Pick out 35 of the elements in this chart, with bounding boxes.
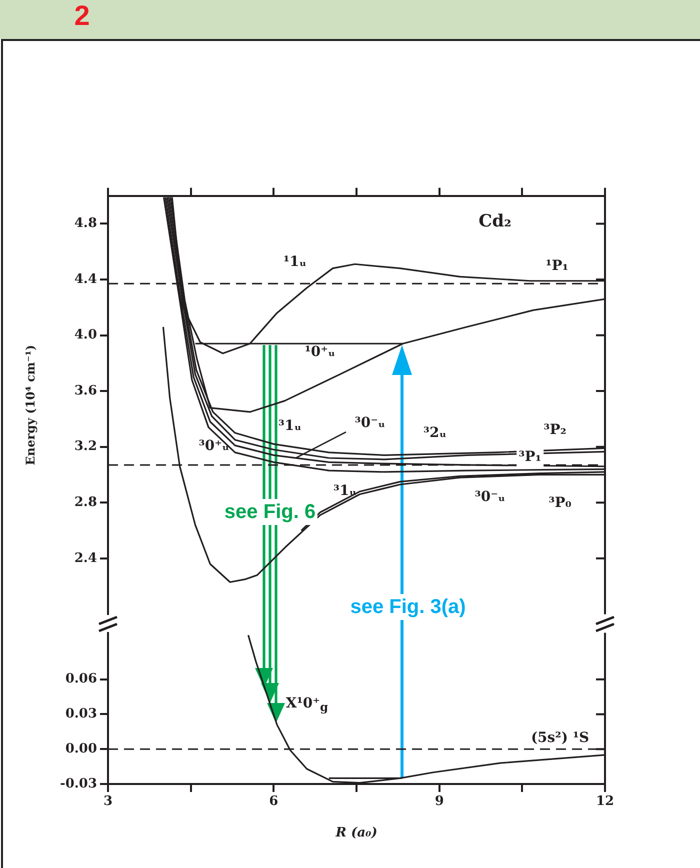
annotation: ³1ᵤ bbox=[278, 418, 302, 434]
annotation: ³P₀ bbox=[548, 495, 572, 511]
annotation: see Fig. 3(a) bbox=[348, 594, 468, 620]
annotation: see Fig. 6 bbox=[222, 499, 318, 525]
y-tick-label: 3.6 bbox=[74, 383, 97, 398]
annotation: Cd₂ bbox=[478, 212, 512, 232]
x-axis-title: R (a₀) bbox=[334, 826, 378, 841]
x-tick-label: 6 bbox=[269, 794, 278, 810]
annotation: ¹P₁ bbox=[546, 258, 568, 274]
y-tick-label: 4.8 bbox=[74, 216, 97, 232]
annotation: ³2ᵤ bbox=[423, 425, 447, 441]
x-tick-label: 3 bbox=[103, 794, 113, 810]
y-axis-title: Energy (10⁴ cm⁻¹) bbox=[23, 344, 38, 466]
y-tick-label: 2.8 bbox=[74, 495, 97, 510]
annotation: ³1ᵤ bbox=[333, 483, 357, 499]
x-tick-label: 9 bbox=[434, 794, 444, 810]
y-tick-label: 2.4 bbox=[74, 550, 97, 566]
annotation: ³0⁺ᵤ bbox=[198, 438, 230, 454]
annotation: ³P₂ bbox=[544, 422, 566, 438]
text: 2 bbox=[74, 0, 90, 31]
y-tick-label: 3.2 bbox=[74, 439, 97, 454]
y-tick-label: 4.0 bbox=[74, 328, 97, 343]
y-tick-label: 0.06 bbox=[65, 672, 97, 687]
y-tick-label: 4.4 bbox=[74, 272, 97, 287]
annotation: ³P₁ bbox=[516, 447, 544, 467]
annotation: ¹0⁺ᵤ bbox=[304, 344, 336, 360]
annotation: (5s²) ¹S bbox=[530, 730, 590, 746]
annotation: ³0⁻ᵤ bbox=[354, 415, 386, 431]
y-tick-label: -0.03 bbox=[60, 776, 97, 792]
y-tick-label: 0.03 bbox=[65, 706, 97, 722]
annotation: ³0⁻ᵤ bbox=[474, 489, 506, 505]
y-tick-label: 0.00 bbox=[65, 741, 97, 756]
x-tick-label: 12 bbox=[596, 794, 614, 810]
annotation: X¹0⁺$_{g}$ bbox=[286, 695, 328, 714]
annotation: ¹1ᵤ bbox=[283, 254, 307, 270]
